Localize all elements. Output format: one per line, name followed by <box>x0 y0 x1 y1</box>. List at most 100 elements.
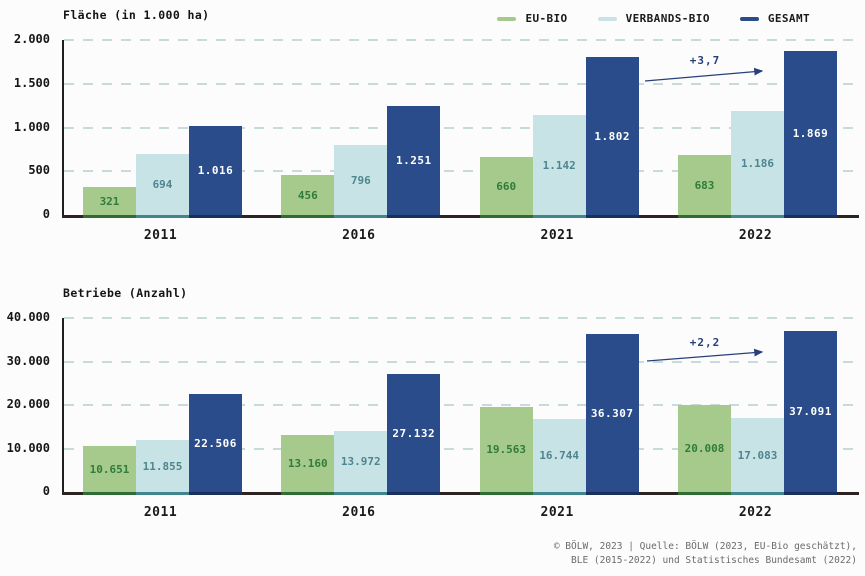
plot-area-betriebe: 10.651 11.855 22.506 13.160 13.972 27.132 19.5… <box>62 317 859 495</box>
bar-gesamt-2022: 37.091 <box>784 331 837 495</box>
x-axis-baseline <box>62 215 859 218</box>
y-tick-label: 1.000 <box>13 119 50 134</box>
gridline <box>64 360 859 363</box>
y-axis-flaeche: 2.000 1.500 1.000 500 0 <box>0 32 50 221</box>
x-category-label: 2022 <box>738 505 773 520</box>
bar-value-label: 321 <box>99 194 120 208</box>
increase-arrow-flaeche <box>644 67 764 82</box>
y-tick-label: 0 <box>42 207 50 221</box>
x-axis-baseline <box>62 492 859 495</box>
bar-value-label: 11.855 <box>142 459 183 473</box>
y-tick-label: 0 <box>42 484 50 498</box>
y-axis-betriebe: 40.000 30.000 20.000 10.000 0 <box>0 310 50 498</box>
bar-value-label: 456 <box>297 188 318 202</box>
bar-value-label: 660 <box>496 179 517 193</box>
gridline <box>64 82 859 85</box>
annotation-label-betriebe: +2,2 <box>689 336 721 349</box>
bar-value-label: 16.744 <box>539 449 580 462</box>
annotation-label-flaeche: +3,7 <box>689 54 721 67</box>
bar-gesamt-2021: 1.802 <box>585 57 639 218</box>
bar-eu-bio-2011: 10.651 <box>83 446 136 495</box>
bar-verbands-bio-2022: 17.083 <box>731 418 784 495</box>
x-category-label: 2022 <box>738 228 773 243</box>
bar-value-label: 1.016 <box>197 164 234 177</box>
bar-eu-bio-2021: 660 <box>479 157 533 218</box>
bar-verbands-bio-2011: 694 <box>136 154 189 218</box>
bar-value-label: 796 <box>350 173 371 187</box>
x-axis-labels-betriebe: 2011 2016 2021 2022 <box>62 505 857 525</box>
bar-value-label: 17.083 <box>737 448 778 462</box>
y-tick-label: 10.000 <box>6 440 50 455</box>
gridline <box>64 317 859 319</box>
bar-value-label: 13.972 <box>340 455 381 468</box>
legend-item-gesamt: GESAMT <box>739 12 810 25</box>
x-category-label: 2011 <box>143 505 178 520</box>
gridline <box>64 404 859 406</box>
increase-arrow-betriebe <box>646 348 764 362</box>
bar-value-label: 27.132 <box>392 426 436 440</box>
bar-gesamt-2011: 22.506 <box>189 394 242 495</box>
y-tick-label: 1.500 <box>13 75 50 90</box>
bar-gesamt-2021: 36.307 <box>585 334 639 495</box>
legend-item-verbands-bio: VERBANDS-BIO <box>597 12 710 25</box>
bar-value-label: 694 <box>152 178 173 191</box>
bar-value-label: 683 <box>694 178 715 192</box>
bar-gesamt-2011: 1.016 <box>189 126 242 218</box>
bar-verbands-bio-2016: 796 <box>334 145 388 218</box>
bar-value-label: 20.008 <box>684 442 725 455</box>
gridline <box>64 170 859 173</box>
bar-verbands-bio-2021: 1.142 <box>532 115 586 218</box>
bar-eu-bio-2022: 683 <box>678 155 731 218</box>
bar-eu-bio-2011: 321 <box>83 187 136 218</box>
bar-value-label: 1.186 <box>740 156 775 170</box>
legend-marker-verbands-bio <box>597 16 617 21</box>
bar-verbands-bio-2011: 11.855 <box>136 440 189 495</box>
bar-eu-bio-2021: 19.563 <box>479 407 533 495</box>
bar-value-label: 13.160 <box>287 457 328 470</box>
bar-verbands-bio-2022: 1.186 <box>731 111 784 218</box>
x-category-label: 2021 <box>540 505 574 520</box>
legend-item-eu-bio: EU-BIO <box>497 12 567 25</box>
bar-gesamt-2022: 1.869 <box>784 51 837 218</box>
source-attribution: © BÖLW, 2023 | Quelle: BÖLW (2023, EU-Bi… <box>554 540 857 568</box>
x-category-label: 2016 <box>342 505 376 520</box>
bar-value-label: 1.142 <box>542 158 576 172</box>
y-tick-label: 2.000 <box>13 32 50 46</box>
legend-marker-eu-bio <box>497 16 517 21</box>
bar-value-label: 19.563 <box>486 443 527 456</box>
source-line-1: © BÖLW, 2023 | Quelle: BÖLW (2023, EU-Bi… <box>553 541 857 552</box>
bar-verbands-bio-2021: 16.744 <box>532 419 586 495</box>
legend-label: EU-BIO <box>525 12 568 25</box>
plot-area-flaeche: 321 694 1.016 456 796 1.251 660 1.142 1.802 683 1.… <box>62 39 859 218</box>
bar-eu-bio-2016: 456 <box>281 175 335 218</box>
legend-label: GESAMT <box>767 12 810 25</box>
bar-value-label: 10.651 <box>89 462 130 476</box>
legend-marker-gesamt <box>739 16 759 21</box>
legend: EU-BIO VERBANDS-BIO GESAMT <box>497 12 810 25</box>
source-line-2: BLE (2015-2022) und Statistisches Bundes… <box>571 555 857 566</box>
bar-gesamt-2016: 27.132 <box>387 374 441 495</box>
y-tick-label: 40.000 <box>6 310 50 324</box>
bar-eu-bio-2022: 20.008 <box>678 405 731 495</box>
bar-value-label: 22.506 <box>194 436 237 450</box>
y-tick-label: 500 <box>28 163 50 178</box>
y-tick-label: 20.000 <box>6 397 50 411</box>
x-axis-labels-flaeche: 2011 2016 2021 2022 <box>62 228 857 248</box>
x-category-label: 2021 <box>540 228 574 243</box>
bar-value-label: 1.869 <box>792 126 829 140</box>
bar-value-label: 37.091 <box>789 405 832 418</box>
bar-value-label: 1.802 <box>594 129 630 143</box>
chart-title-betriebe: Betriebe (Anzahl) <box>63 286 188 300</box>
bar-gesamt-2016: 1.251 <box>387 106 441 218</box>
bar-eu-bio-2016: 13.160 <box>281 435 335 495</box>
bar-verbands-bio-2016: 13.972 <box>334 431 388 495</box>
bar-value-label: 1.251 <box>395 154 432 167</box>
x-category-label: 2011 <box>143 228 178 243</box>
bar-value-label: 36.307 <box>590 406 634 420</box>
gridline <box>64 39 859 41</box>
gridline <box>64 126 859 129</box>
gridline <box>64 447 859 450</box>
chart-title-flaeche: Fläche (in 1.000 ha) <box>63 8 210 22</box>
legend-label: VERBANDS-BIO <box>625 12 710 25</box>
